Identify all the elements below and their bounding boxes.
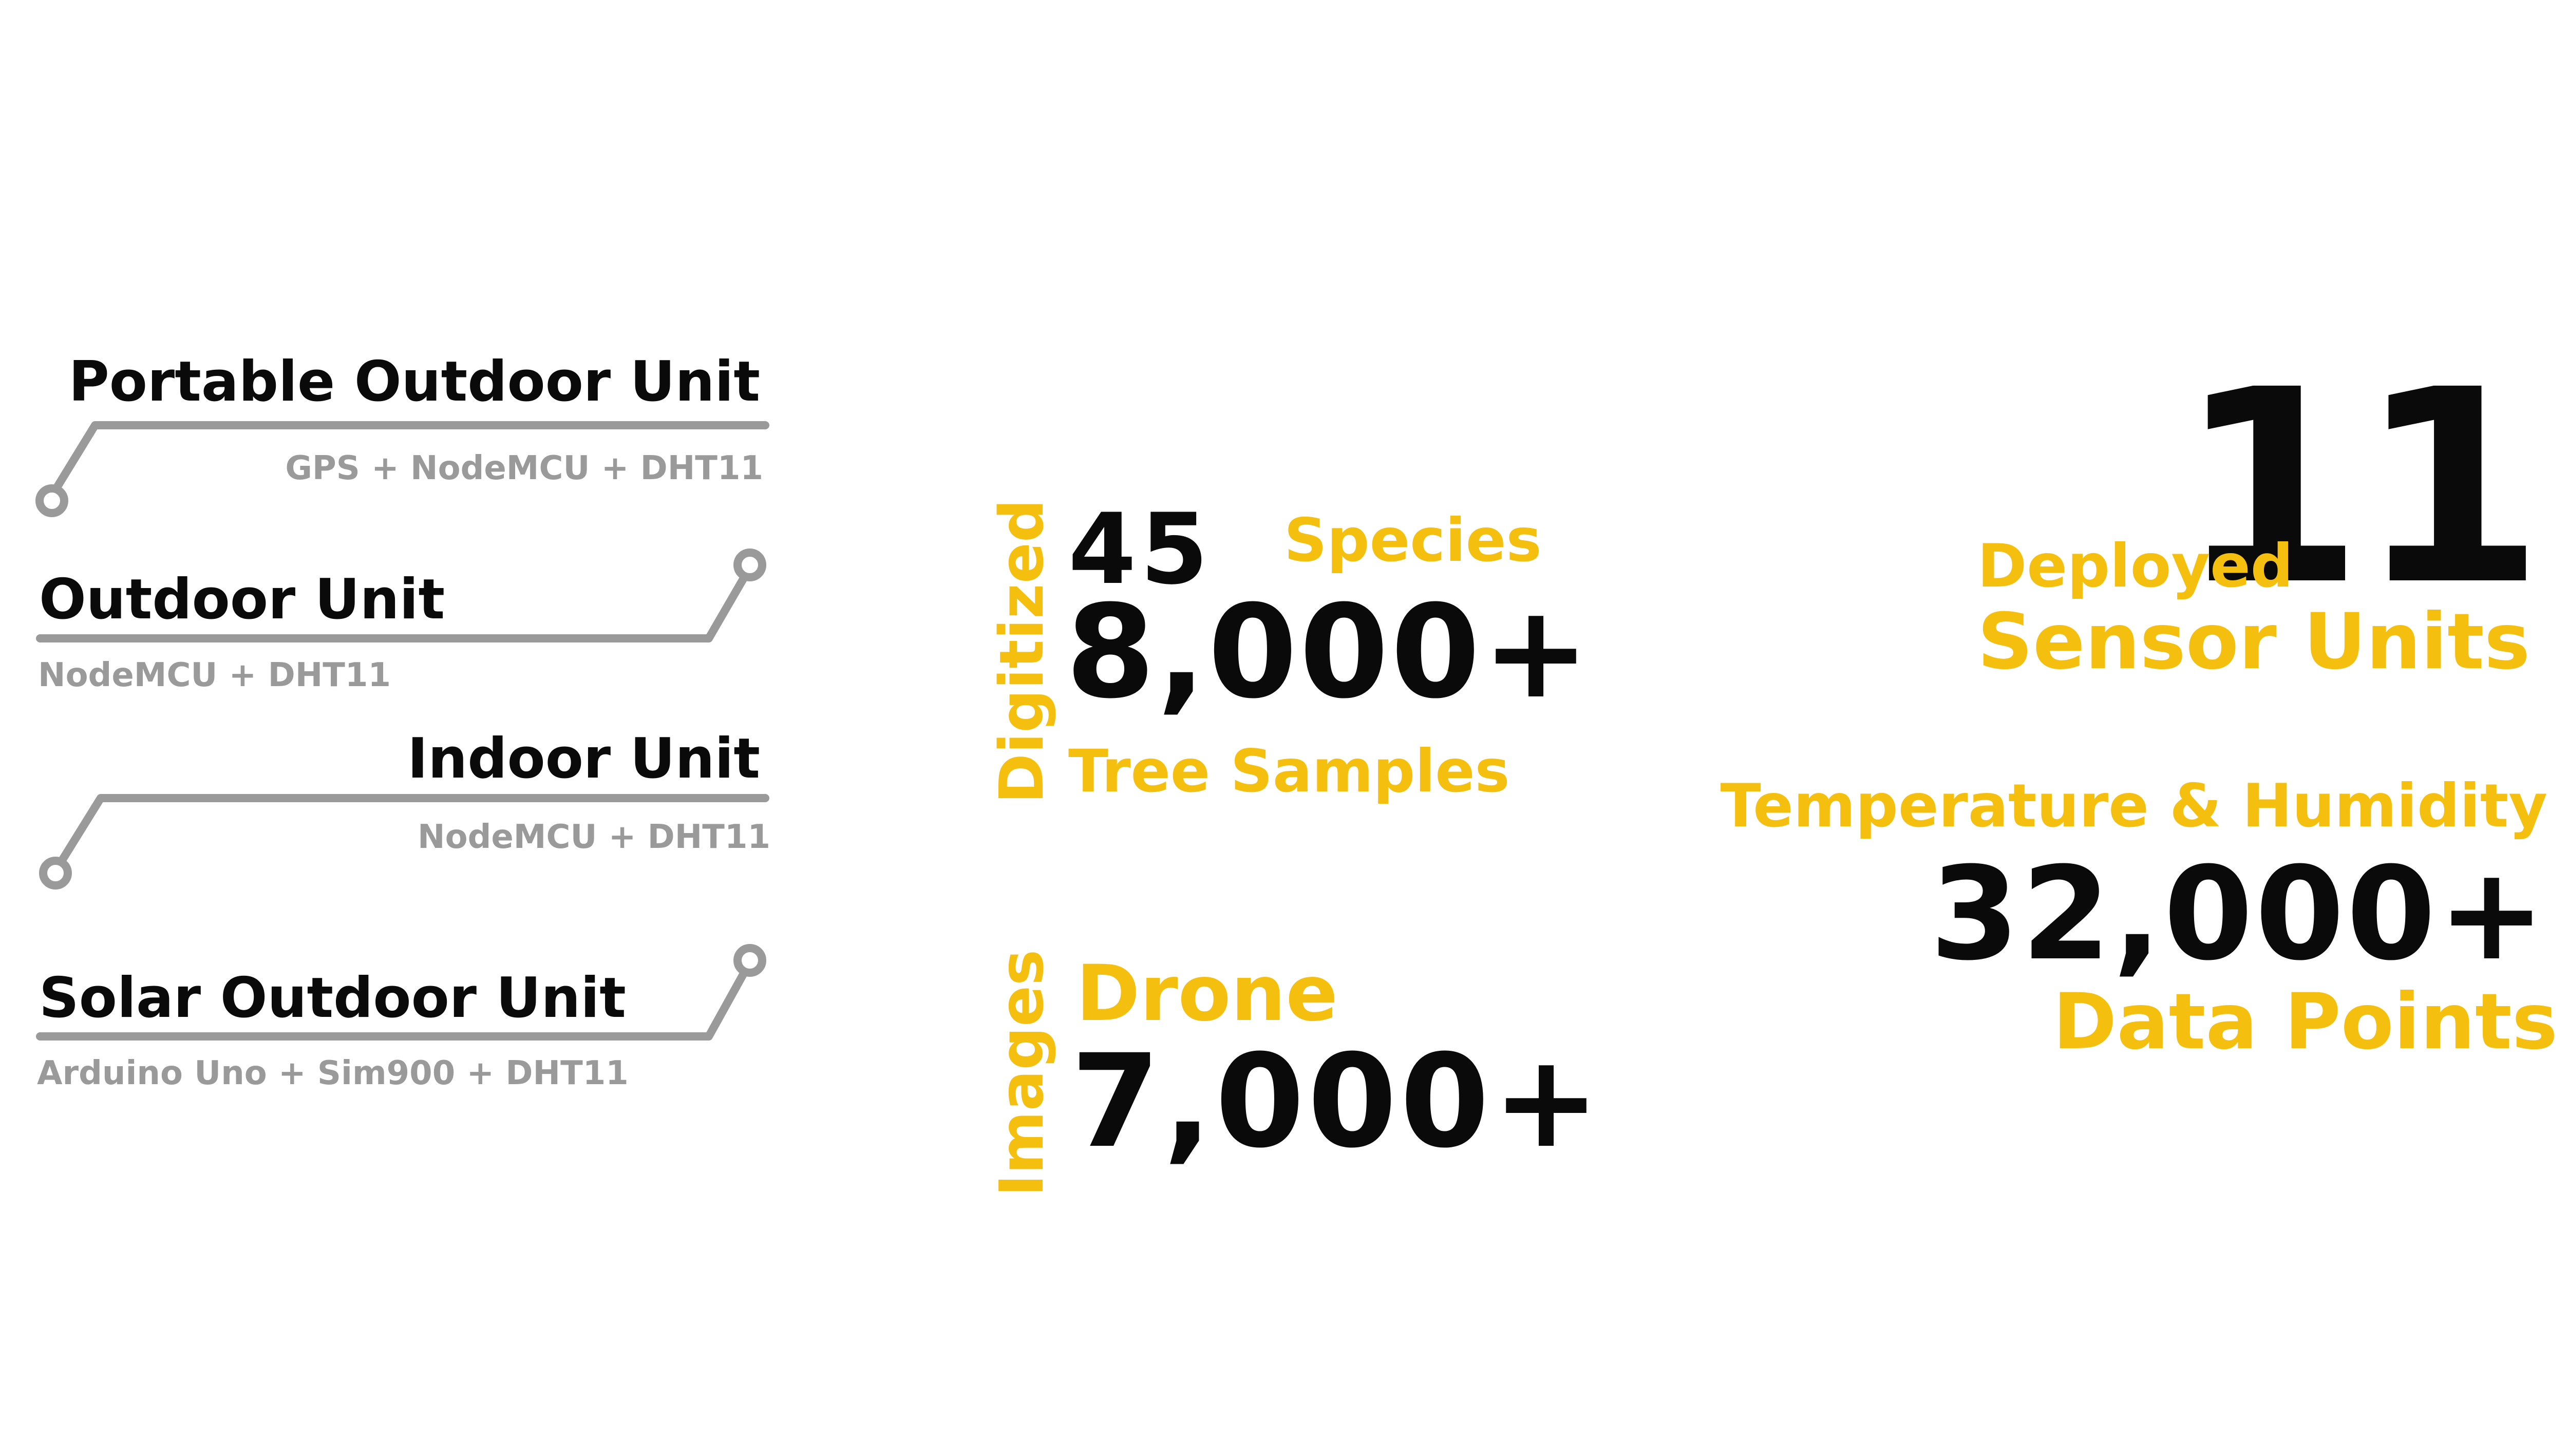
digitized-side-label: Digitized bbox=[986, 499, 1057, 804]
images-side-label: Images bbox=[986, 949, 1057, 1197]
images-count: 7,000+ bbox=[1071, 1027, 1603, 1176]
solar-unit-node bbox=[733, 944, 766, 977]
samples-count: 8,000+ bbox=[1066, 577, 1592, 727]
measurements-label: Temperature & Humidity bbox=[1720, 771, 2547, 841]
measurements-count: 32,000+ bbox=[1930, 839, 2547, 989]
samples-label: Tree Samples bbox=[1068, 737, 1510, 805]
outdoor-unit-components: NodeMCU + DHT11 bbox=[38, 656, 391, 694]
deployed-label: Deployed bbox=[1977, 532, 2293, 601]
portable-unit-title: Portable Outdoor Unit bbox=[68, 350, 760, 414]
portable-unit-node bbox=[35, 484, 68, 517]
sensor-units-label: Sensor Units bbox=[1977, 597, 2531, 687]
indoor-unit-title: Indoor Unit bbox=[407, 727, 760, 791]
solar-unit-trace bbox=[36, 962, 752, 1041]
indoor-unit-components: NodeMCU + DHT11 bbox=[418, 818, 770, 856]
sensor-count: 11 bbox=[2178, 332, 2544, 644]
species-count: 45 bbox=[1068, 493, 1213, 606]
outdoor-unit-trace bbox=[36, 567, 752, 642]
indoor-unit-node bbox=[39, 857, 72, 890]
drone-label: Drone bbox=[1076, 949, 1338, 1038]
outdoor-unit-node bbox=[733, 549, 766, 581]
solar-unit-components: Arduino Uno + Sim900 + DHT11 bbox=[37, 1054, 629, 1092]
data-points-label: Data Points bbox=[2052, 977, 2558, 1067]
solar-unit-title: Solar Outdoor Unit bbox=[39, 966, 626, 1030]
indoor-unit-trace bbox=[53, 794, 769, 873]
outdoor-unit-title: Outdoor Unit bbox=[39, 568, 445, 632]
portable-unit-trace bbox=[48, 421, 769, 500]
species-label: Species bbox=[1284, 506, 1542, 575]
portable-unit-components: GPS + NodeMCU + DHT11 bbox=[285, 449, 763, 487]
